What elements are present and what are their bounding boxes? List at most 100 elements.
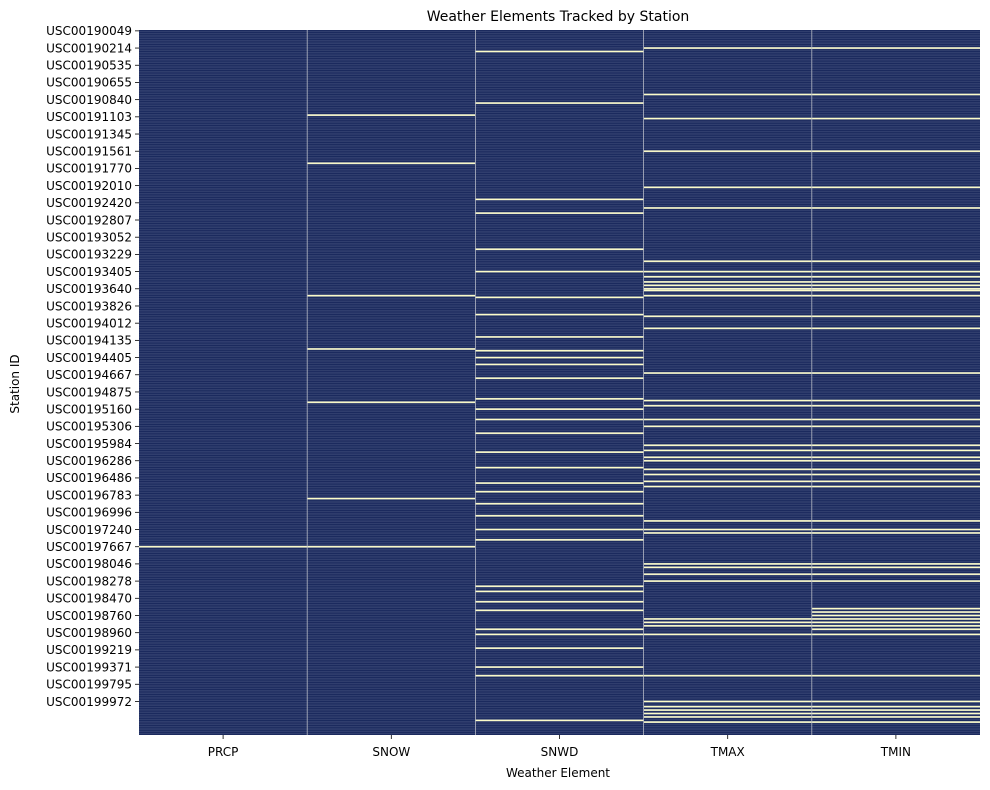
- heatmap-cell-untracked: [811, 520, 980, 522]
- y-tick-label: USC00198960: [46, 626, 132, 640]
- y-tick-label: USC00193826: [46, 299, 132, 313]
- y-tick-label: USC00194667: [46, 368, 132, 382]
- heatmap-cell-untracked: [475, 198, 644, 201]
- heatmap-cell-untracked: [811, 404, 980, 407]
- heatmap-cell-untracked: [811, 607, 980, 610]
- heatmap-cell-untracked: [475, 719, 644, 722]
- heatmap-cell-untracked: [643, 580, 812, 582]
- heatmap-cell-untracked: [643, 712, 812, 715]
- heatmap-cell-untracked: [475, 609, 644, 612]
- heatmap-cell-untracked: [643, 418, 812, 421]
- heatmap-cell-untracked: [811, 281, 980, 283]
- heatmap-cell-untracked: [811, 485, 980, 488]
- heatmap-cell-untracked: [475, 356, 644, 359]
- heatmap-cell-untracked: [811, 270, 980, 273]
- y-tick-label: USC00193640: [46, 282, 132, 296]
- heatmap-cell-untracked: [643, 573, 812, 576]
- heatmap-cell-untracked: [475, 590, 644, 593]
- y-tick-label: USC00190535: [46, 59, 132, 73]
- heatmap-cell-untracked: [307, 162, 476, 165]
- heatmap-cell-untracked: [643, 459, 812, 462]
- heatmap-cell-untracked: [643, 294, 812, 297]
- heatmap-cell-untracked: [643, 621, 812, 624]
- heatmap-cell-untracked: [811, 287, 980, 290]
- heatmap-cell-untracked: [811, 580, 980, 582]
- heatmap-cell-untracked: [307, 401, 476, 404]
- y-tick-label: USC00194405: [46, 351, 132, 365]
- heatmap-cell-untracked: [811, 207, 980, 209]
- heatmap-cell-untracked: [475, 538, 644, 541]
- x-tick-label: TMAX: [710, 745, 745, 759]
- heatmap-cell-untracked: [811, 399, 980, 402]
- heatmap-cell-untracked: [475, 647, 644, 650]
- heatmap-cell-untracked: [643, 480, 812, 483]
- heatmap-cell-untracked: [643, 93, 812, 96]
- heatmap-cell-untracked: [811, 459, 980, 462]
- heatmap-cell-untracked: [811, 275, 980, 278]
- heatmap-cell-untracked: [475, 270, 644, 273]
- heatmap-cell-untracked: [307, 497, 476, 500]
- heatmap-cell-untracked: [643, 47, 812, 49]
- x-tick-label: SNOW: [372, 745, 410, 759]
- heatmap-cell-untracked: [307, 545, 476, 548]
- heatmap-cell-untracked: [643, 485, 812, 488]
- y-tick-label: USC00194012: [46, 316, 132, 330]
- heatmap-cell-untracked: [475, 528, 644, 531]
- heatmap-cell-untracked: [643, 520, 812, 522]
- heatmap-cell-untracked: [811, 260, 980, 263]
- y-tick-label: USC00192420: [46, 196, 132, 210]
- heatmap-cell-untracked: [811, 614, 980, 617]
- y-axis-label: Station ID: [8, 354, 22, 413]
- y-tick-label: USC00197240: [46, 523, 132, 537]
- heatmap-cell-untracked: [643, 618, 812, 620]
- heatmap-cell-untracked: [643, 372, 812, 374]
- x-tick-label: SNWD: [541, 745, 579, 759]
- x-axis-label: Weather Element: [506, 766, 610, 780]
- heatmap-cell-untracked: [811, 93, 980, 96]
- y-tick-label: USC00193052: [46, 231, 132, 245]
- heatmap-cell-untracked: [643, 425, 812, 428]
- y-tick-label: USC00198470: [46, 592, 132, 606]
- y-tick-label: USC00191345: [46, 127, 132, 141]
- heatmap-cell-untracked: [643, 444, 812, 447]
- y-tick-label: USC00194135: [46, 334, 132, 348]
- heatmap-cell-untracked: [307, 294, 476, 297]
- heatmap-cell-untracked: [643, 721, 812, 723]
- heatmap-cell-untracked: [475, 514, 644, 517]
- heatmap-cell-untracked: [811, 150, 980, 153]
- column-separators: [306, 30, 813, 735]
- y-tick-label: USC00193229: [46, 248, 132, 262]
- heatmap-cell-untracked: [811, 289, 980, 292]
- heatmap-cell-untracked: [475, 397, 644, 400]
- heatmap-cell-untracked: [475, 490, 644, 493]
- y-tick-label: USC00197667: [46, 540, 132, 554]
- heatmap-cell-untracked: [811, 716, 980, 718]
- heatmap-cell-untracked: [475, 451, 644, 453]
- heatmap-cell-untracked: [475, 408, 644, 411]
- heatmap-cell-untracked: [811, 47, 980, 49]
- heatmap-cell-untracked: [475, 666, 644, 668]
- heatmap-cell-untracked: [811, 618, 980, 620]
- heatmap-cell-untracked: [643, 528, 812, 531]
- y-tick-label: USC00193405: [46, 265, 132, 279]
- y-tick-label: USC00196783: [46, 488, 132, 502]
- y-tick-label: USC00198760: [46, 609, 132, 623]
- heatmap-cell-untracked: [811, 709, 980, 711]
- heatmap-cell-untracked: [643, 468, 812, 471]
- heatmap-cell-untracked: [475, 349, 644, 352]
- row-lines: [139, 31, 980, 734]
- heatmap-cell-untracked: [811, 633, 980, 636]
- heatmap-cell-untracked: [643, 674, 812, 677]
- heatmap-cell-untracked: [475, 313, 644, 316]
- heatmap-cell-untracked: [643, 270, 812, 273]
- heatmap-cell-untracked: [475, 212, 644, 214]
- heatmap-cell-untracked: [811, 573, 980, 576]
- heatmap-cell-untracked: [811, 473, 980, 476]
- heatmap-cell-untracked: [475, 336, 644, 338]
- heatmap-cell-untracked: [811, 315, 980, 318]
- heatmap-cell-untracked: [643, 315, 812, 318]
- y-tick-label: USC00196486: [46, 471, 132, 485]
- y-tick-label: USC00194875: [46, 385, 132, 399]
- heatmap-cell-untracked: [643, 289, 812, 292]
